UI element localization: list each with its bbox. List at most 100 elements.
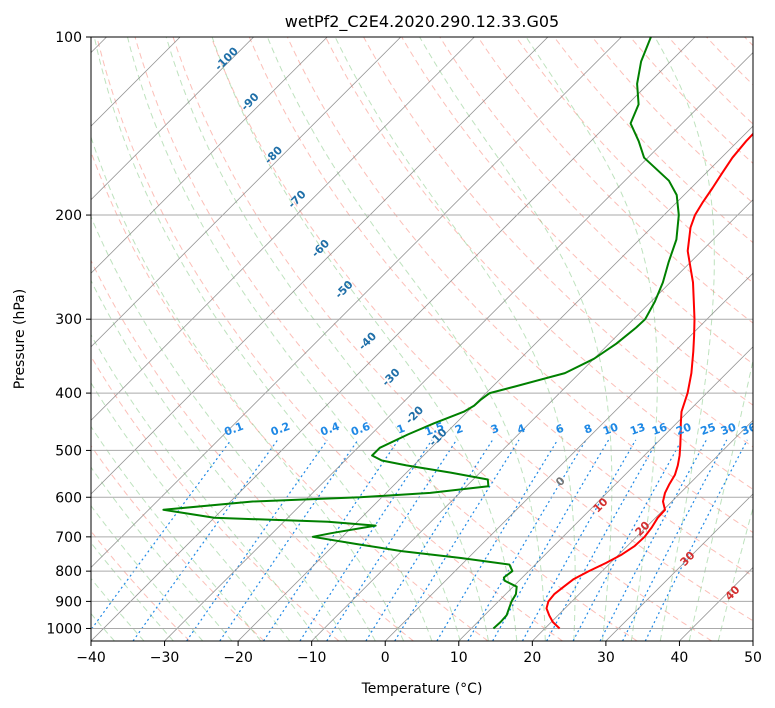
mixing-ratio-line xyxy=(299,439,433,641)
mixing-ratio-label: 2 xyxy=(453,422,465,437)
dry-adiabat-label: -80 xyxy=(262,143,285,166)
isotherm-line xyxy=(605,493,753,641)
moist-adiabat-label: 40 xyxy=(723,583,743,603)
mixing-ratio-label: 0.2 xyxy=(269,420,292,439)
dry-adiabat-line xyxy=(668,37,753,125)
moist-adiabat-line xyxy=(419,37,613,641)
mixing-ratio-label: 0.6 xyxy=(349,420,372,439)
y-tick-label: 200 xyxy=(55,208,82,224)
moist-adiabat-label: 20 xyxy=(633,519,653,539)
moist-adiabat-line xyxy=(91,381,291,641)
moist-adiabat-line xyxy=(91,504,204,641)
moist-adiabat-line xyxy=(266,37,546,641)
y-tick-label: 900 xyxy=(55,594,82,610)
moist-adiabat-label: 0 xyxy=(553,474,568,489)
mixing-ratio-line xyxy=(622,439,728,641)
y-tick-label: 800 xyxy=(55,564,82,580)
isotherm-line xyxy=(458,346,753,641)
y-tick-label: 600 xyxy=(55,490,82,506)
dry-adiabat-label: -70 xyxy=(285,188,308,211)
moist-adiabat-line xyxy=(91,541,174,641)
mixing-ratio-line xyxy=(365,439,494,641)
mixing-ratio-label: 3 xyxy=(489,422,501,437)
mixing-ratio-line xyxy=(599,439,707,641)
dry-adiabat-line xyxy=(91,530,191,641)
plot-area: 0.1 0.2 0.4 0.6 1 1.5 2 3 4 6 8 10 13 16 20 25 30 36-100-… xyxy=(91,37,759,641)
moist-adiabat-line xyxy=(127,37,461,641)
mixing-ratio-label: 8 xyxy=(582,422,594,437)
mixing-ratio-line xyxy=(186,439,328,641)
chart-title: wetPf2_C2E4.2020.290.12.33.G05 xyxy=(285,12,559,32)
dry-adiabat-line xyxy=(591,37,753,204)
dry-adiabat-label: -50 xyxy=(332,278,355,301)
dry-adiabat-label: -60 xyxy=(309,237,332,260)
dry-adiabat-line xyxy=(744,37,753,47)
isotherm-line xyxy=(91,37,402,348)
y-tick-label: 300 xyxy=(55,312,82,328)
moist-adiabat-line xyxy=(91,466,233,641)
dry-adiabat-line xyxy=(91,259,414,641)
x-tick-label: 20 xyxy=(523,650,541,666)
x-axis-label: Temperature (°C) xyxy=(361,681,483,697)
mixing-ratio-line xyxy=(132,439,279,641)
mixing-ratio-line xyxy=(572,439,683,641)
mixing-ratio-label: 1 xyxy=(395,422,407,437)
mixing-ratio-line xyxy=(492,439,610,641)
x-tick-label: 10 xyxy=(450,650,468,666)
moist-adiabat-line xyxy=(525,37,658,641)
mixing-ratio-label: 4 xyxy=(515,422,527,437)
dry-adiabat-line xyxy=(286,37,753,534)
plot-frame xyxy=(90,36,754,642)
axis-ticks: −40 −30 −20 −10 0 10 20 30 40 5010009008007006005… xyxy=(46,30,762,666)
dry-adiabat-label: -20 xyxy=(403,403,426,426)
dry-adiabat-label: -40 xyxy=(356,329,379,352)
dry-adiabat-label: -30 xyxy=(379,366,402,389)
moist-adiabat-line xyxy=(91,135,405,641)
moist-adiabat-line xyxy=(93,37,433,641)
moist-adiabat-line xyxy=(91,333,319,641)
mixing-ratio-label: 36 xyxy=(740,420,759,438)
mixing-ratio-line xyxy=(546,439,659,641)
x-tick-label: −20 xyxy=(223,650,253,666)
y-tick-label: 400 xyxy=(55,386,82,402)
mixing-ratio-label: 13 xyxy=(628,420,647,437)
dry-adiabat-line xyxy=(325,37,753,490)
mixing-ratio-line xyxy=(436,439,559,641)
mixing-ratio-label: 10 xyxy=(601,420,620,438)
dry-adiabat-line xyxy=(134,37,638,641)
dewpoint-profile-line xyxy=(162,37,680,630)
mixing-ratio-line xyxy=(263,439,399,641)
mixing-ratio-label: 0.4 xyxy=(319,420,342,439)
mixing-ratio-line xyxy=(394,439,520,641)
mixing-ratio-label: 25 xyxy=(699,420,718,437)
mixing-ratio-label: 1.5 xyxy=(423,420,446,439)
moist-adiabat-line xyxy=(165,37,489,641)
dry-adiabat-line xyxy=(172,37,713,641)
dry-adiabat-line xyxy=(91,444,265,641)
isotherm-line xyxy=(91,37,475,421)
dry-adiabat-line xyxy=(706,37,753,86)
isotherm-line xyxy=(91,37,254,201)
isotherm-line xyxy=(164,51,753,641)
y-tick-label: 500 xyxy=(55,443,82,459)
y-tick-label: 700 xyxy=(55,530,82,546)
isotherm-line xyxy=(91,37,328,274)
moist-adiabat-line xyxy=(91,215,376,641)
dry-adiabat-line xyxy=(210,37,753,622)
dry-adiabat-line xyxy=(515,37,753,284)
mixing-ratio-line xyxy=(91,439,232,631)
mixing-ratio-label: 16 xyxy=(650,420,669,438)
dry-adiabat-line xyxy=(91,150,489,641)
moist-adiabat-line xyxy=(654,37,715,641)
dry-adiabat-line xyxy=(91,355,340,641)
dry-adiabat-line xyxy=(96,37,563,641)
dry-adiabat-line xyxy=(248,37,753,577)
x-tick-label: 0 xyxy=(381,650,390,666)
isotherm-line xyxy=(311,199,753,641)
isotherm-line xyxy=(752,640,753,641)
moist-adiabat-line xyxy=(688,358,753,641)
mixing-ratio-label: 30 xyxy=(719,420,738,438)
isotherm-line xyxy=(91,37,696,641)
